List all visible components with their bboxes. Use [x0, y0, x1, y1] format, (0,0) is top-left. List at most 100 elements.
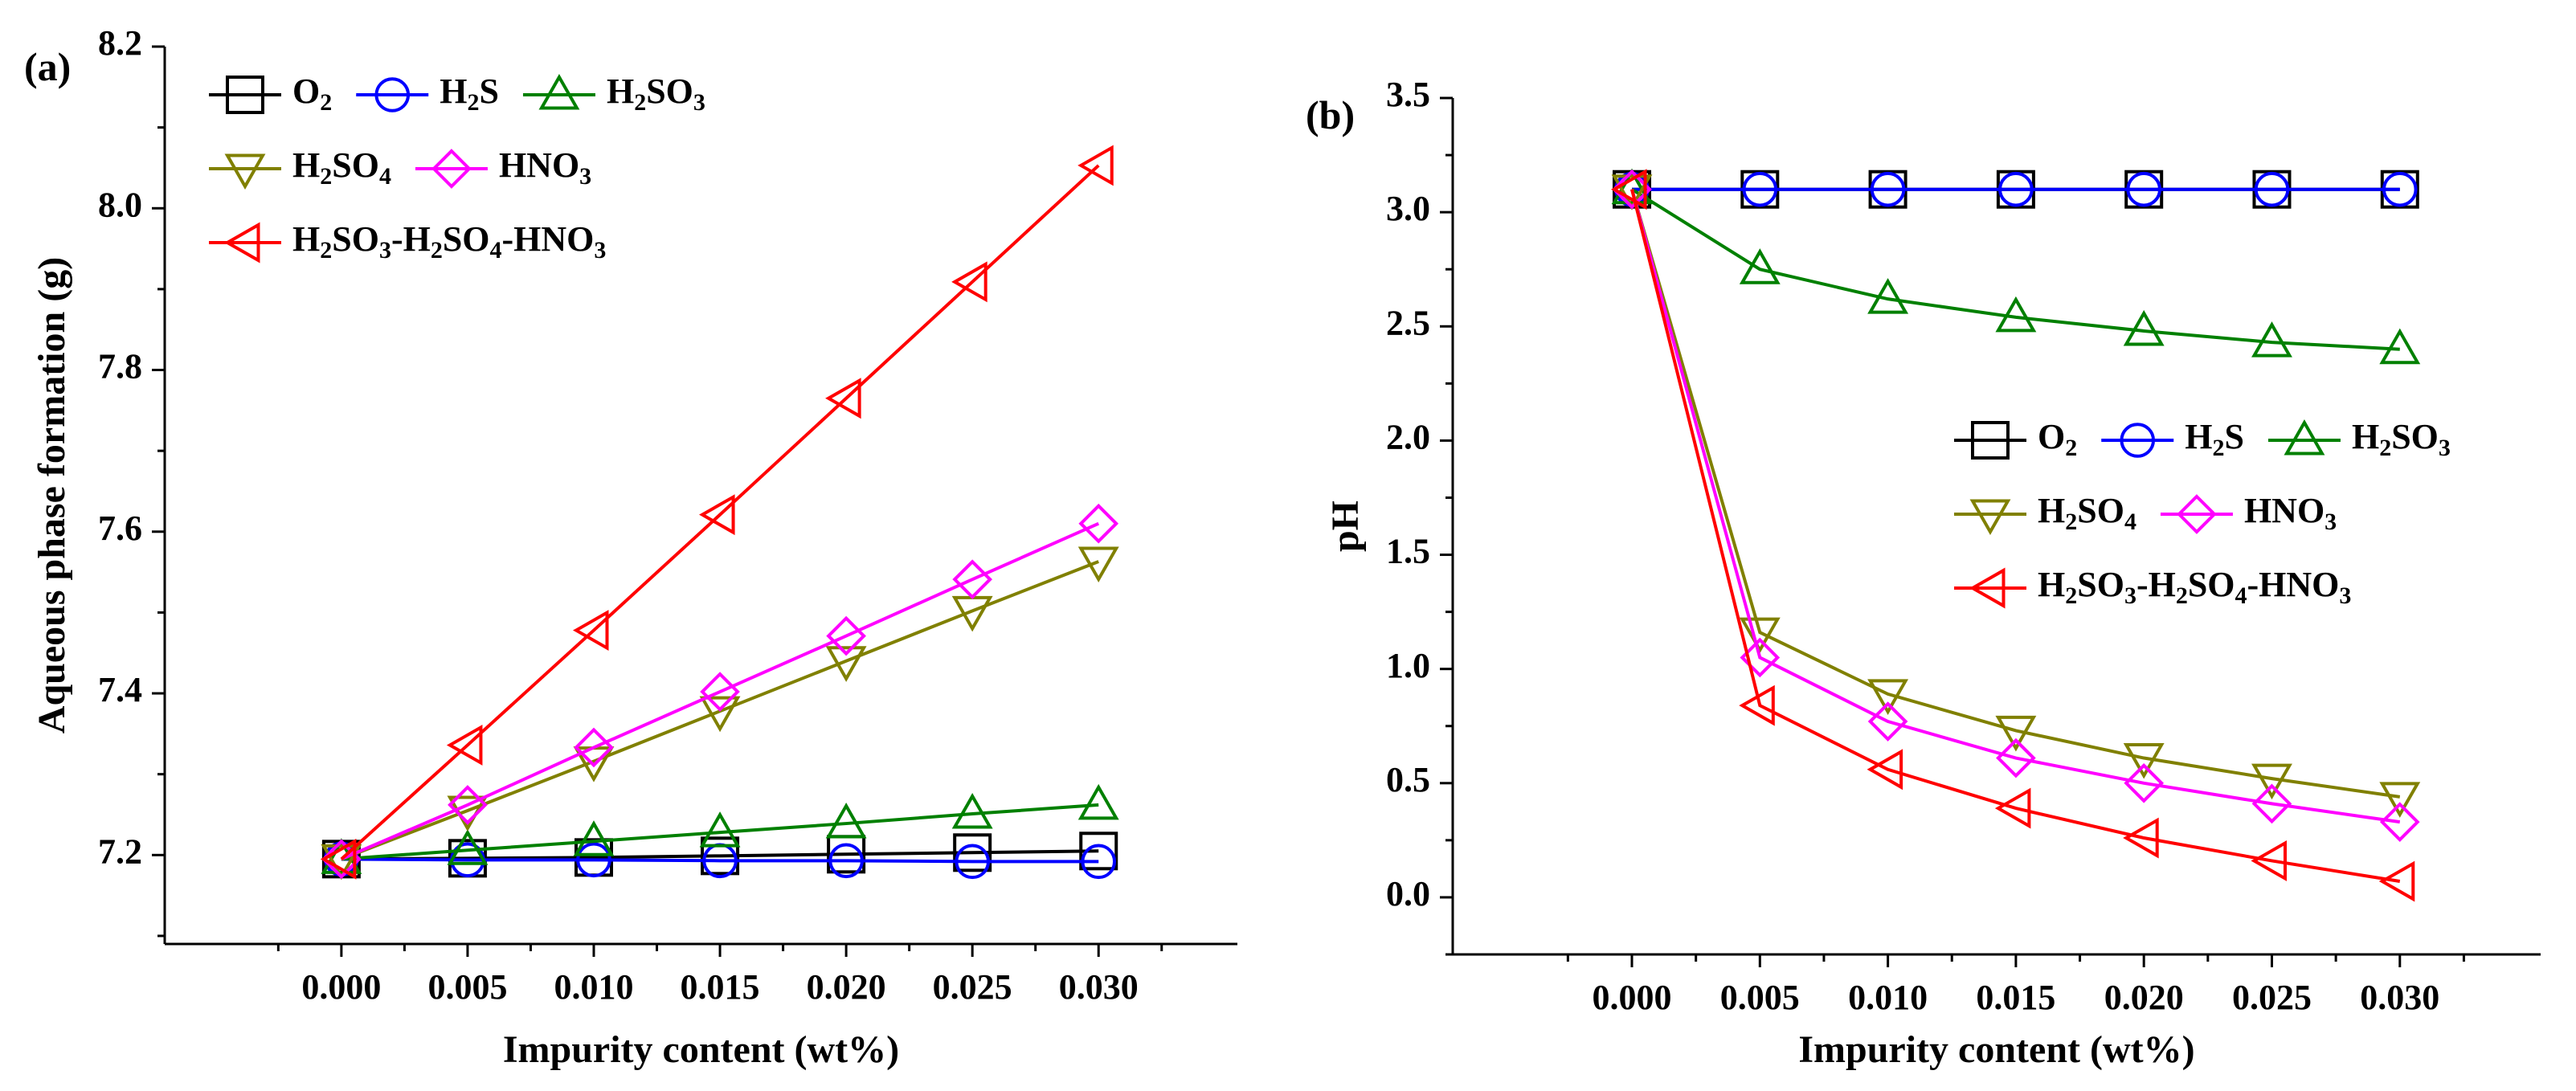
- data-point: [1870, 171, 1906, 207]
- legend-text-part: H: [292, 219, 320, 259]
- data-point: [574, 727, 614, 768]
- legend-text-part: -H: [2136, 565, 2176, 604]
- legend-subscript: 2: [320, 163, 332, 190]
- data-point: [825, 378, 861, 419]
- data-point: [448, 785, 488, 825]
- data-point: [828, 843, 864, 879]
- panel-label: (b): [1306, 92, 1355, 137]
- legend-text-part: S: [479, 72, 498, 111]
- data-point: [576, 842, 611, 878]
- legend-marker: [538, 73, 580, 110]
- data-point: [572, 610, 609, 651]
- data-point: [2251, 763, 2292, 800]
- legend-label: H2S: [2185, 417, 2244, 461]
- legend-marker: [2120, 423, 2156, 458]
- data-point: [699, 696, 741, 733]
- data-point: [2123, 743, 2165, 779]
- series-line: [1630, 189, 2401, 799]
- data-point: [2254, 171, 2290, 207]
- legend-subscript: 3: [2124, 582, 2136, 609]
- data-point: [2126, 171, 2161, 207]
- data-point: [447, 829, 489, 865]
- y-tick-label: 0.5: [1386, 760, 1430, 799]
- legend-marker: [1969, 567, 2006, 609]
- series-line: [341, 521, 1100, 861]
- legend-text-part: SO: [443, 219, 490, 259]
- data-point: [1079, 832, 1118, 871]
- legend-text-part: H: [2352, 417, 2379, 456]
- legend-text-part: H: [292, 145, 320, 185]
- legend-marker: [431, 149, 472, 189]
- data-point: [1995, 296, 2037, 333]
- data-point: [951, 261, 987, 303]
- series-O2: [321, 832, 1118, 879]
- y-tick-label: 8.2: [98, 23, 142, 63]
- data-point: [1994, 787, 2031, 829]
- legend-text-part: -H: [391, 219, 431, 259]
- series-H2S: [1614, 171, 2418, 207]
- series-H2SO4: [321, 546, 1119, 881]
- legend-text-part: SO: [2188, 565, 2235, 604]
- legend-text-part: H: [2038, 565, 2065, 604]
- data-point: [825, 646, 867, 682]
- legend-subscript: 3: [379, 237, 391, 264]
- y-axis-title: pH: [1324, 501, 1367, 552]
- chart-panel-a: 0.000 0.005 0.010 0.015 0.020 0.025 0.030 7.2 7.…: [24, 23, 1237, 1071]
- x-tick-label: 0.025: [2232, 978, 2312, 1017]
- data-point: [1077, 783, 1119, 820]
- data-point: [1739, 248, 1781, 284]
- legend-text-part: SO: [332, 145, 379, 185]
- legend-label: H2SO4: [2038, 491, 2136, 535]
- data-point: [2382, 171, 2418, 207]
- legend-text-part: HNO: [499, 145, 579, 185]
- series-line: [1630, 189, 2401, 824]
- data-point: [1867, 701, 1908, 742]
- data-point: [1742, 171, 1778, 207]
- data-point: [1611, 168, 1653, 205]
- x-tick-label: 0.000: [301, 967, 381, 1007]
- legend-subscript: 3: [2339, 582, 2351, 609]
- x-tick-label: 0.015: [1976, 978, 2055, 1017]
- y-tick-label: 2.5: [1386, 303, 1430, 342]
- legend-subscript: 2: [2176, 582, 2188, 609]
- legend-label: H2SO3: [2352, 417, 2451, 461]
- legend-text-part: S: [2224, 417, 2243, 456]
- data-point: [2251, 321, 2292, 358]
- y-tick-label: 3.0: [1386, 189, 1430, 228]
- legend-subscript: 3: [594, 237, 606, 264]
- y-tick-label: 0.0: [1386, 874, 1430, 913]
- series-line: [341, 849, 1099, 861]
- legend-marker: [226, 76, 264, 114]
- data-point: [1610, 169, 1647, 210]
- legend-text-part: H: [607, 72, 634, 111]
- legend-marker: [374, 77, 411, 112]
- legend-text-part: SO: [2077, 565, 2124, 604]
- legend-text-part: O: [2038, 417, 2065, 456]
- data-point: [2124, 762, 2165, 803]
- legend-subscript: 3: [579, 163, 591, 190]
- y-tick-label: 1.5: [1386, 532, 1430, 571]
- legend-text-part: SO: [2077, 491, 2124, 530]
- legend-subscript: 3: [2439, 435, 2451, 461]
- series-line: [340, 164, 1100, 860]
- data-point: [2379, 782, 2421, 818]
- data-point: [699, 494, 735, 536]
- data-point: [951, 595, 993, 632]
- legend-text-part: -HNO: [502, 219, 595, 259]
- data-point: [1867, 749, 1903, 791]
- chart-panel-b: 0.000 0.005 0.010 0.015 0.020 0.025 0.030 0.0 0.…: [1306, 75, 2541, 1071]
- x-tick-label: 0.020: [807, 967, 886, 1007]
- legend-text-part: H: [440, 72, 467, 111]
- data-point: [320, 838, 357, 880]
- legend-text-part: SO: [2391, 417, 2439, 456]
- x-tick-label: 0.010: [554, 967, 634, 1007]
- data-point: [952, 559, 993, 599]
- data-point: [826, 615, 866, 656]
- data-point: [573, 820, 615, 856]
- x-tick-label: 0.010: [1848, 978, 1928, 1017]
- data-point: [2378, 860, 2415, 902]
- data-point: [2123, 309, 2165, 346]
